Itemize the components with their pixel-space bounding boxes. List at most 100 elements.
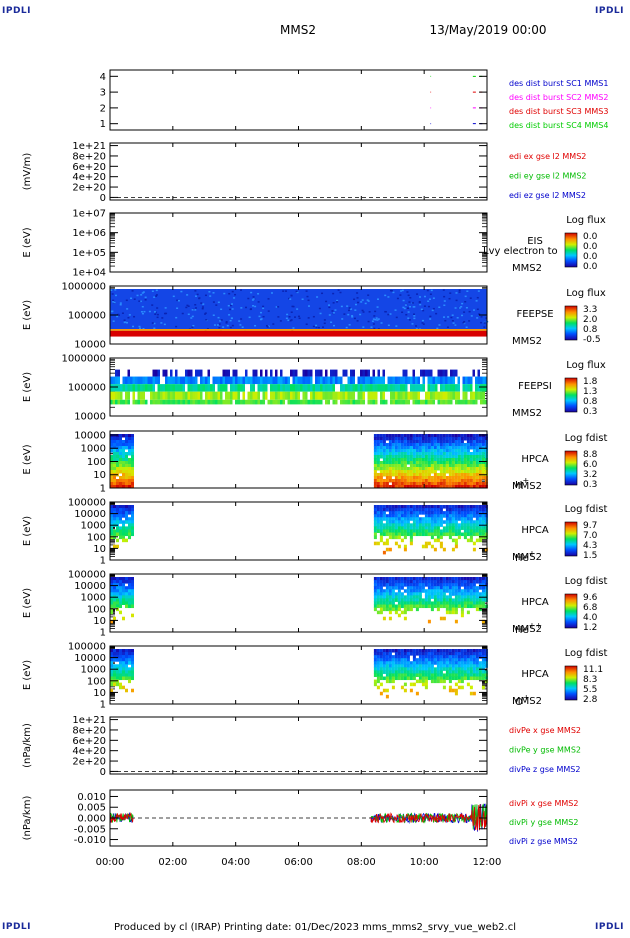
spectrogram-pixel [409, 688, 413, 693]
spectrogram-pixel [394, 535, 398, 540]
spectrogram-pixel [478, 517, 482, 521]
spectrogram-pixel [430, 485, 434, 489]
spectrogram-pixel [451, 505, 455, 509]
spectrogram-pixel [478, 464, 482, 468]
spectrogram-pixel [397, 661, 401, 665]
spectrogram-pixel [332, 302, 335, 304]
spectrogram-pixel [347, 399, 350, 405]
spectrogram-pixel [365, 369, 368, 377]
spectrogram-pixel [394, 583, 398, 587]
spectrogram-pixel [418, 601, 422, 605]
spectrogram-pixel [457, 595, 461, 599]
spectrogram-pixel [442, 476, 446, 480]
spectrogram-pixel [480, 316, 483, 318]
spectrogram-pixel [394, 580, 398, 584]
legend-entry: divPi z gse MMS2 [509, 837, 578, 846]
spectrogram-pixel [442, 658, 446, 662]
spectrogram-pixel [117, 376, 120, 385]
spectrogram-pixel [412, 652, 416, 656]
spectrogram-pixel [397, 434, 401, 438]
spectrogram-pixel [403, 505, 407, 509]
spectrogram-pixel [397, 376, 400, 385]
spectrogram-pixel [229, 326, 232, 329]
spectrogram-pixel [394, 595, 398, 599]
spectrogram-pixel [373, 583, 377, 587]
spectrogram-pixel [376, 541, 380, 546]
spectrogram-pixel [445, 589, 449, 593]
spectrogram-pixel [385, 479, 389, 483]
y-tick-label: 1e+07 [72, 209, 106, 220]
spectrogram-pixel [277, 384, 280, 392]
spectrogram-pixel [430, 673, 434, 677]
spectrogram-pixel [116, 679, 119, 684]
spectrogram-pixel [394, 449, 398, 453]
spectrogram-pixel [442, 526, 446, 530]
spectrogram-pixel [445, 598, 449, 602]
spectrogram-pixel [240, 318, 243, 320]
spectrogram-pixel [230, 376, 233, 385]
spectrogram-pixel [305, 399, 308, 405]
spectrogram-pixel [133, 298, 136, 300]
spectrogram-pixel [332, 292, 335, 295]
spectrogram-pixel [356, 292, 359, 294]
spectrogram-pixel [481, 583, 485, 587]
spectrogram-pixel [382, 523, 386, 527]
spectrogram-pixel [418, 673, 422, 677]
spectrogram-pixel [436, 464, 440, 468]
spectrogram-pixel [406, 532, 410, 537]
spectrogram-pixel [131, 520, 134, 524]
spectrogram-pixel [374, 310, 377, 313]
spectrogram-pixel [376, 520, 380, 524]
spectrogram-pixel [445, 583, 449, 587]
spectrogram-pixel [450, 376, 453, 385]
spectrogram-pixel [454, 667, 458, 671]
spectrogram-pixel [177, 299, 180, 302]
spectrogram-pixel [382, 577, 386, 581]
spectrogram-pixel [415, 601, 419, 605]
spectrogram-pixel [385, 529, 389, 533]
spectrogram-pixel [360, 391, 363, 400]
spectrogram-pixel [228, 314, 231, 316]
spectrogram-pixel [460, 485, 464, 489]
spectrogram-pixel [125, 508, 128, 512]
spectrogram-pixel [409, 443, 413, 447]
spectrogram-pixel [379, 482, 383, 486]
spectrogram-pixel [131, 664, 134, 668]
spectrogram-pixel [397, 667, 401, 671]
spectrogram-pixel [457, 577, 461, 581]
spacecraft-label: MMS2 [512, 481, 542, 492]
spectrogram-pixel [436, 476, 440, 480]
spectrogram-pixel [156, 316, 159, 319]
spectrogram-pixel [475, 529, 479, 533]
spectrogram-pixel [270, 292, 273, 294]
spectrogram-pixel [332, 391, 335, 400]
spectrogram-pixel [467, 376, 470, 385]
y-axis-label: E (eV) [22, 372, 33, 402]
spectrogram-pixel [484, 670, 488, 674]
spectrogram-pixel [394, 586, 398, 590]
spectrogram-pixel [294, 316, 297, 318]
spectrogram-pixel [382, 455, 386, 459]
spectrogram-pixel [427, 508, 431, 512]
spectrogram-pixel [397, 673, 401, 677]
spectrogram-pixel [460, 667, 464, 671]
spectrogram-pixel [247, 297, 250, 300]
spectrogram-pixel [260, 399, 263, 405]
spectrogram-pixel [463, 514, 467, 518]
spectrogram-pixel [140, 399, 143, 405]
spectrogram-pixel [437, 376, 440, 385]
spacecraft-label: MMS2 [512, 336, 542, 347]
colorbar-tick-label: 8.8 [583, 450, 598, 460]
spectrogram-pixel [382, 464, 386, 468]
spectrogram-pixel [469, 586, 473, 590]
spectrogram-pixel [412, 452, 416, 456]
spectrogram-pixel [217, 384, 220, 392]
spectrogram-pixel [180, 399, 183, 405]
spectrogram-pixel [411, 302, 414, 304]
spectrogram-pixel [424, 595, 428, 599]
spectrogram-pixel [379, 511, 383, 515]
spectrogram-pixel [382, 485, 386, 489]
spectrogram-pixel [397, 592, 401, 596]
spectrogram-pixel [260, 376, 263, 385]
